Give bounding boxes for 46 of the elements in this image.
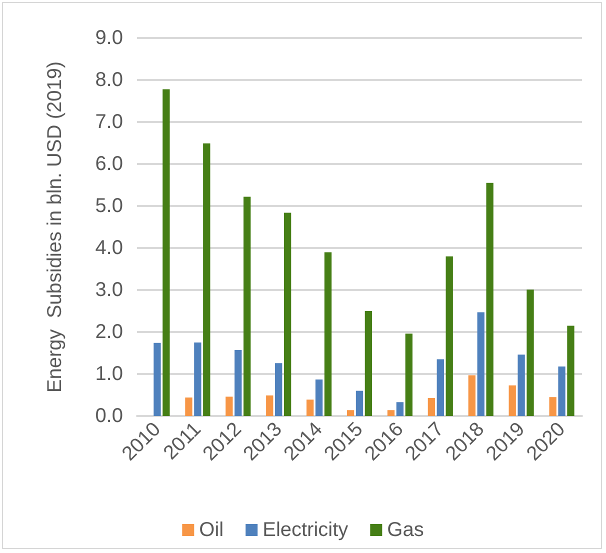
bar xyxy=(244,196,251,416)
bar xyxy=(446,256,453,416)
bar xyxy=(356,390,364,416)
y-tick-label: 6.0 xyxy=(95,153,123,175)
bar xyxy=(275,363,282,416)
bar xyxy=(526,290,534,416)
bar xyxy=(226,396,233,416)
bar xyxy=(162,89,170,416)
y-tick-label: 3.0 xyxy=(95,279,123,301)
bar xyxy=(396,402,404,416)
bar xyxy=(203,143,210,416)
bar xyxy=(194,342,202,416)
bar xyxy=(364,311,372,416)
bar xyxy=(346,410,354,416)
bar xyxy=(154,342,161,416)
y-tick-label: 2.0 xyxy=(95,321,123,343)
bar xyxy=(477,312,484,416)
bar xyxy=(324,252,332,416)
y-tick-label: 0.0 xyxy=(95,405,123,427)
bar xyxy=(567,326,574,416)
bar xyxy=(306,400,314,416)
y-tick-label: 7.0 xyxy=(95,111,123,133)
bar xyxy=(266,395,274,416)
bar xyxy=(315,379,323,416)
y-tick-label: 1.0 xyxy=(95,363,123,385)
y-tick-label: 5.0 xyxy=(95,195,123,217)
y-tick-label: 8.0 xyxy=(95,69,123,91)
legend-label: Electricity xyxy=(262,519,348,541)
bar xyxy=(549,397,556,416)
bar xyxy=(558,366,566,416)
bar xyxy=(428,398,436,416)
bar xyxy=(387,410,395,416)
bar xyxy=(486,182,494,416)
y-axis-title: Energy Subsidies in bln. USD (2019) xyxy=(44,61,66,393)
bar xyxy=(284,212,292,416)
bar xyxy=(405,334,412,416)
y-tick-label: 9.0 xyxy=(95,27,123,49)
bar xyxy=(436,359,444,416)
bar xyxy=(234,350,242,416)
bar xyxy=(518,354,525,416)
y-tick-label: 4.0 xyxy=(95,237,123,259)
legend-label: Gas xyxy=(387,519,424,541)
bar xyxy=(468,375,476,416)
bar xyxy=(185,398,192,416)
bar xyxy=(508,385,516,416)
legend-label: Oil xyxy=(199,519,224,541)
